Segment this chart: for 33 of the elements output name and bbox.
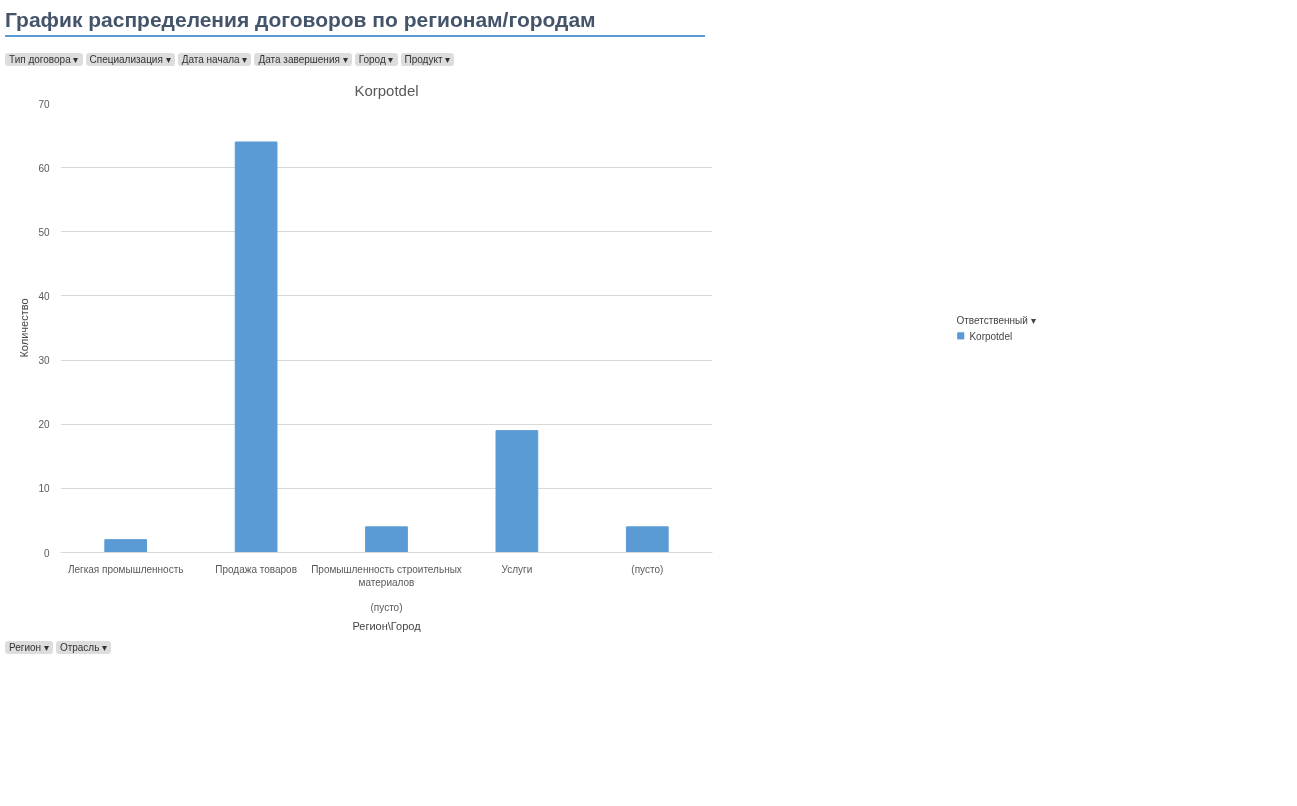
y-tick-label: 0 bbox=[43, 547, 50, 559]
x-tick-label: Услуги bbox=[501, 563, 533, 575]
x-axis-title: Регион\Город bbox=[352, 619, 422, 632]
legend-label: Korpotdel bbox=[969, 330, 1013, 341]
chart-subtitle: Korpotdel bbox=[354, 81, 419, 99]
y-tick-label: 10 bbox=[38, 483, 50, 495]
y-tick-label: 70 bbox=[38, 98, 50, 110]
text: Отрасль ▾ bbox=[55, 641, 112, 654]
bar bbox=[365, 526, 408, 553]
legend-title: Ответственный ▾ bbox=[956, 314, 1036, 325]
y-axis-title: Количество bbox=[18, 298, 31, 358]
bar bbox=[234, 141, 278, 553]
text: (пусто) bbox=[370, 601, 403, 613]
y-tick-label: 40 bbox=[38, 290, 50, 302]
text: Специализация ▾ bbox=[85, 53, 175, 66]
text: Дата завершения ▾ bbox=[254, 53, 352, 66]
y-tick-label: 20 bbox=[38, 419, 50, 431]
x-tick-label: Продажа товаров bbox=[215, 563, 297, 575]
x-tick-label: (пусто) bbox=[631, 563, 664, 575]
chart-title: График распределения договоров по регионам/городам bbox=[5, 5, 705, 37]
y-tick-label: 30 bbox=[38, 355, 50, 367]
x-tick-label: Легкая промышленность bbox=[67, 563, 184, 575]
y-tick-label: 50 bbox=[38, 226, 50, 238]
text: Регион ▾ bbox=[5, 641, 53, 654]
bar bbox=[495, 430, 539, 553]
bar bbox=[104, 539, 148, 553]
bar bbox=[625, 526, 669, 553]
text: Продукт ▾ bbox=[400, 53, 455, 66]
x-tick-label: Промышленность строительных материалов bbox=[311, 563, 462, 588]
text: Город ▾ bbox=[354, 53, 398, 66]
text: Дата начала ▾ bbox=[177, 53, 252, 66]
y-tick-label: 60 bbox=[38, 162, 50, 174]
text: Тип договора ▾ bbox=[5, 53, 83, 66]
